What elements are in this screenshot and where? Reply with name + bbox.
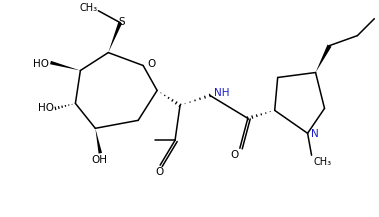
Text: N: N [310, 129, 318, 139]
Text: CH₃: CH₃ [313, 157, 332, 167]
Text: NH: NH [214, 89, 229, 99]
Text: O: O [231, 150, 239, 160]
Text: O: O [155, 167, 163, 177]
Text: HO: HO [39, 103, 55, 113]
Text: S: S [118, 17, 125, 27]
Polygon shape [96, 128, 102, 154]
Text: HO: HO [33, 59, 50, 69]
Polygon shape [108, 22, 122, 53]
Polygon shape [316, 44, 332, 72]
Polygon shape [50, 61, 80, 71]
Text: O: O [147, 59, 155, 69]
Text: OH: OH [91, 155, 107, 165]
Text: CH₃: CH₃ [79, 3, 97, 13]
